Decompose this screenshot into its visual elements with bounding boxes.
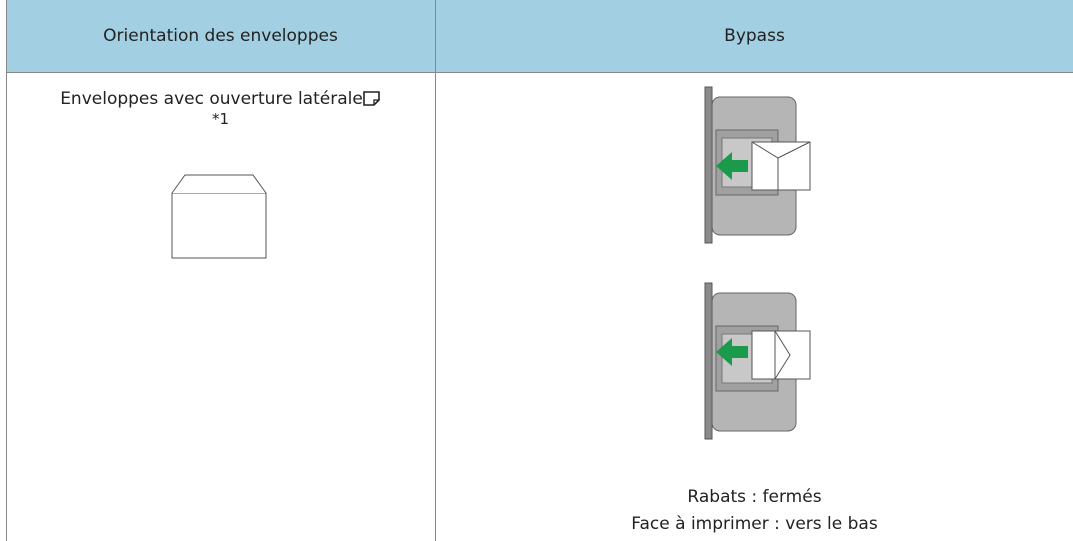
caption: Rabats : fermés <box>687 487 822 507</box>
tray-illustration <box>704 282 811 440</box>
border <box>435 0 436 541</box>
note: *1 <box>211 110 230 128</box>
header-cell: Bypass <box>436 0 1073 73</box>
tray-illustration <box>704 86 811 244</box>
border <box>6 0 7 541</box>
caption: Face à imprimer : vers le bas <box>631 514 878 534</box>
cell-text: Enveloppes avec ouverture latérale <box>6 89 435 109</box>
envelope <box>171 174 267 259</box>
header-cell: Orientation des enveloppes <box>6 0 435 73</box>
text: Enveloppes avec ouverture latérale <box>60 89 363 109</box>
icon <box>362 91 380 106</box>
